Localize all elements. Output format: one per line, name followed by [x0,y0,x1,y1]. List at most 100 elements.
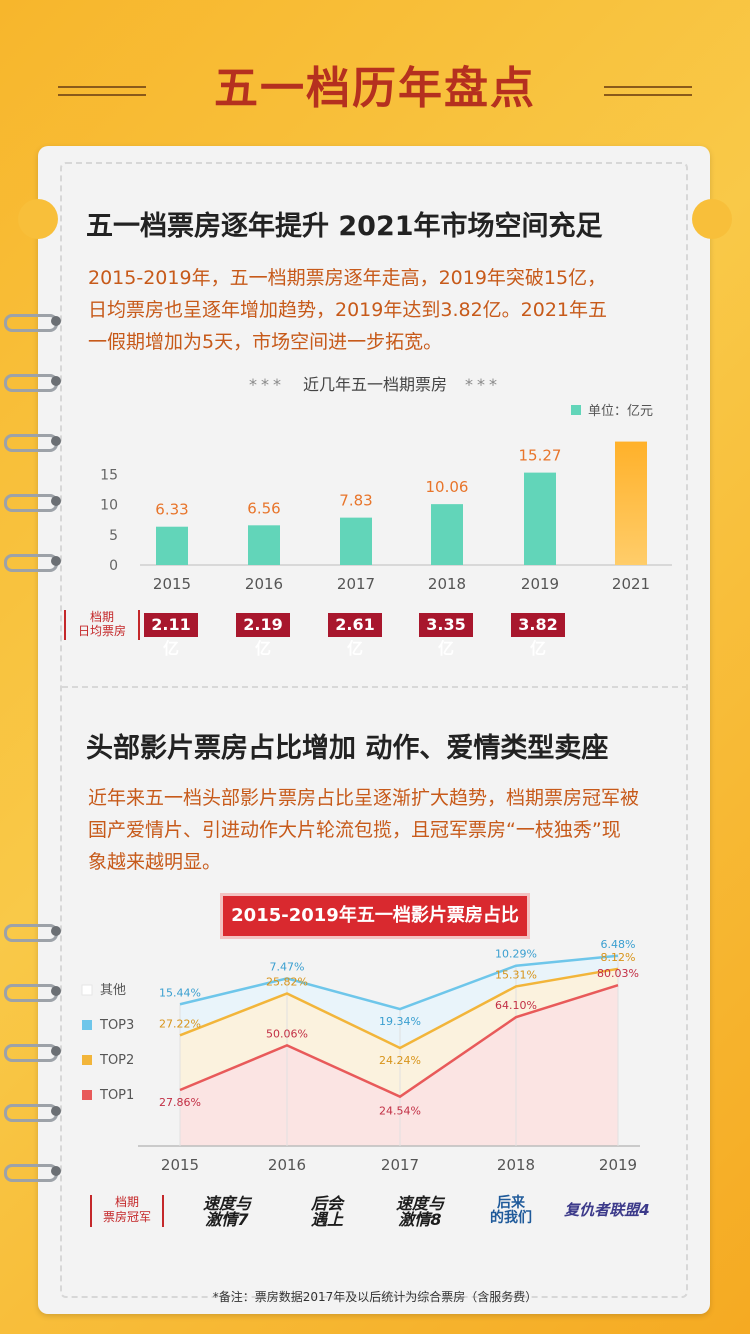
data-label: 27.86% [159,1096,201,1109]
section2-heading: 头部影片票房占比增加 动作、爱情类型卖座 [86,733,609,764]
data-label: 19.34% [379,1015,421,1028]
section2-line: 象越来越明显。 [88,851,222,873]
film-logo-line: 后来 [497,1195,525,1211]
champion-label-line: 档期 [114,1195,139,1209]
chart1-title-row: *** 近几年五一档期票房 *** [0,371,750,395]
share-line-chart: 15.44% 7.47% 19.34% 10.29% 6.48% 27.22% 25.82%… [81,938,640,1174]
section1-line: 2015-2019年，五一档期票房逐年走高，2019年突破15亿， [88,267,607,289]
binder-ring [4,1104,61,1122]
bar-value-label: 15.27 [519,447,562,465]
film-logo-line: 速度与 [395,1194,444,1213]
y-tick-label: 10 [100,498,118,514]
x-tick-label: 2015 [153,575,191,593]
binder-ring [4,554,61,572]
data-label: 80.03% [597,967,639,980]
bar-chart: 0 5 10 15 6.33 2015 6.56 2016 7.83 2017 10.06 2018 1… [100,404,672,593]
champion-film-logo: 后会 遇上 [292,1196,362,1228]
section2-line: 国产爱情片、引进动作大片轮流包揽，且冠军票房“一枝独秀”现 [88,819,621,841]
binder-ring [4,494,61,512]
y-tick-label: 0 [109,558,118,574]
film-logo-line: 遇上 [310,1210,343,1229]
y-tick-label: 15 [100,467,118,483]
champion-film-logo: 速度与 激情7 [184,1196,270,1228]
section2-paragraph: 近年来五一档头部影片票房占比呈逐渐扩大趋势，档期票房冠军被 国产爱情片、引进动作… [88,782,678,878]
x-tick-label: 2018 [428,575,466,593]
champion-label-line: 票房冠军 [102,1210,151,1224]
binder-ring [4,434,61,452]
film-logo-line: 复仇者联盟4 [564,1201,650,1219]
binder-ring [4,314,61,332]
legend-swatch [571,405,581,415]
daily-avg-label: 档期 日均票房 [64,610,140,640]
daily-avg-value: 2.11亿 [144,613,198,658]
x-tick-label: 2017 [381,1156,419,1174]
title-decoration-right [604,86,692,96]
card-dashed-border [60,162,688,1298]
champion-film-logo: 复仇者联盟4 [552,1202,662,1218]
top1-area [180,985,618,1146]
bar-value-label: 10.06 [426,478,469,496]
y-tick-label: 5 [109,528,118,544]
section1-heading: 五一档票房逐年提升 2021年市场空间充足 [86,211,603,242]
top2-line [179,967,619,1050]
legend-label: TOP3 [99,1018,134,1033]
data-label: 8.12% [601,951,636,964]
film-logo-line: 的我们 [490,1210,532,1226]
x-tick-label: 2019 [521,575,559,593]
binder-ring [4,1044,61,1062]
data-label: 6.48% [601,938,636,951]
title-stars-right: *** [465,375,501,394]
bar [615,441,647,565]
legend-swatch [81,984,93,996]
bar [248,525,280,565]
daily-avg-value: 3.82亿 [511,613,565,658]
data-label: 64.10% [495,999,537,1012]
bar [156,526,188,565]
ticket-notch-left [18,199,58,239]
chart1-title: 近几年五一档期票房 [302,375,447,394]
top1-line [179,983,619,1099]
bar-value-label: 6.33 [155,501,188,519]
x-tick-label: 2018 [497,1156,535,1174]
bar-value-label: 6.56 [247,499,280,517]
x-tick-label: 2017 [337,575,375,593]
data-label: 24.54% [379,1105,421,1118]
section-divider [62,686,688,688]
daily-avg-value: 3.35亿 [419,613,473,658]
data-label: 7.47% [270,960,305,973]
daily-avg-label-line: 档期 [89,610,114,624]
chart2-title: 2015-2019年五一档影片票房占比 [223,896,527,936]
section2-line: 近年来五一档头部影片票房占比呈逐渐扩大趋势，档期票房冠军被 [88,787,640,809]
data-label: 50.06% [266,1027,308,1040]
x-tick-label: 2021 [612,575,650,593]
title-decoration-left [58,86,146,96]
legend-label: TOP1 [99,1088,134,1103]
x-tick-label: 2016 [245,575,283,593]
legend-label: 单位：亿元 [588,404,653,419]
data-label: 27.22% [159,1017,201,1030]
data-label: 15.31% [495,968,537,981]
section1-line: 日均票房也呈逐年增加趋势，2019年达到3.82亿。2021年五 [88,299,608,321]
binder-ring [4,374,61,392]
data-label: 24.24% [379,1054,421,1067]
legend-swatch [82,1020,92,1030]
bar [340,517,372,565]
footnote: *备注：票房数据2017年及以后统计为综合票房（含服务费） [212,1290,538,1304]
bar-value-label: 7.83 [339,492,372,510]
x-tick-label: 2015 [161,1156,199,1174]
legend-label: 其他 [100,983,126,998]
data-label: 15.44% [159,986,201,999]
legend-swatch [82,1055,92,1065]
legend-label: TOP2 [99,1053,134,1068]
binder-ring [4,1164,61,1182]
film-logo-line: 速度与 [202,1194,251,1213]
top3-line [179,954,619,1011]
page-title: 五一档历年盘点 [214,63,536,114]
section1-paragraph: 2015-2019年，五一档期票房逐年走高，2019年突破15亿， 日均票房也呈… [88,262,678,358]
champion-film-logo: 速度与 激情8 [378,1196,462,1228]
data-label: 10.29% [495,948,537,961]
bar [524,472,556,565]
champion-film-logo: 后来 的我们 [486,1196,536,1226]
film-logo-line: 后会 [310,1194,343,1213]
